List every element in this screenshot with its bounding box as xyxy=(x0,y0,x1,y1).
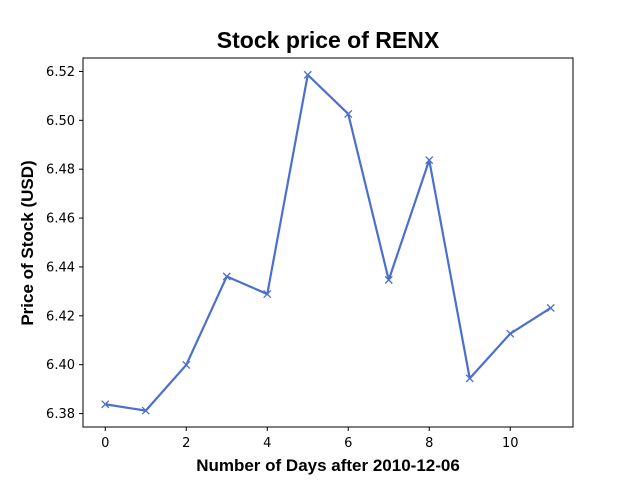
y-tick-label: 6.50 xyxy=(46,114,75,129)
x-tick-label: 4 xyxy=(263,436,271,451)
y-tick-label: 6.42 xyxy=(46,309,75,324)
y-tick-label: 6.44 xyxy=(46,260,75,275)
y-tick-label: 6.40 xyxy=(46,358,75,373)
y-tick-label: 6.48 xyxy=(46,163,75,178)
data-point-marker xyxy=(101,400,110,409)
data-point-marker xyxy=(182,360,191,369)
x-axis-label: Number of Days after 2010-12-06 xyxy=(196,456,460,475)
data-point-marker xyxy=(222,272,231,281)
y-tick-label: 6.38 xyxy=(46,407,75,422)
y-tick-label: 6.46 xyxy=(46,212,75,227)
x-tick-label: 8 xyxy=(425,436,433,451)
data-point-marker xyxy=(141,406,150,415)
data-point-marker xyxy=(263,290,272,299)
data-point-marker xyxy=(506,329,515,338)
plot-area xyxy=(82,57,574,428)
data-point-marker xyxy=(546,303,555,313)
data-point-marker xyxy=(384,275,393,284)
data-point-marker xyxy=(465,374,474,383)
data-point-marker xyxy=(425,156,434,165)
x-tick-label: 6 xyxy=(344,436,352,451)
price-line xyxy=(105,73,552,412)
series-layer xyxy=(101,70,555,415)
x-tick-label: 0 xyxy=(101,436,109,451)
y-axis: 6.38 6.40 6.42 6.44 6.46 6.48 6.50 6.52 xyxy=(46,65,83,422)
x-tick-label: 2 xyxy=(182,436,190,451)
y-tick-label: 6.52 xyxy=(46,65,75,80)
x-tick-label: 10 xyxy=(502,436,519,451)
chart-title: Stock price of RENX xyxy=(217,27,440,53)
data-point-marker xyxy=(344,109,353,119)
y-axis-label: Price of Stock (USD) xyxy=(18,160,37,325)
x-axis: 0 2 4 6 8 10 xyxy=(101,427,519,451)
data-point-marker xyxy=(303,70,312,79)
